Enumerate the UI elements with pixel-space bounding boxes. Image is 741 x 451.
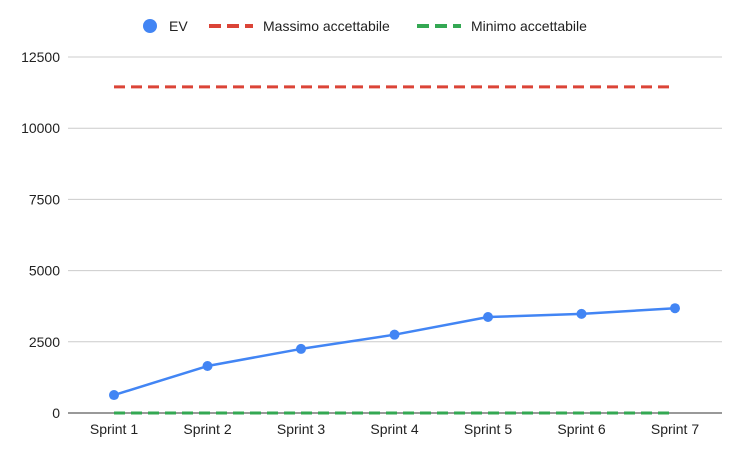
gridlines [68, 56, 722, 343]
series-line [113, 306, 676, 397]
y-tick-label: 12500 [21, 49, 60, 65]
y-tick-label: 7500 [29, 191, 60, 207]
series-ev [109, 303, 680, 401]
legend-item: Minimo accettabile [417, 18, 587, 34]
data-point [296, 343, 306, 354]
x-tick-label: Sprint 6 [557, 421, 605, 437]
x-tick-label: Sprint 1 [90, 421, 138, 437]
y-tick-label: 0 [52, 405, 60, 421]
x-tick-label: Sprint 7 [651, 421, 699, 437]
legend-item: Massimo accettabile [209, 18, 390, 34]
y-axis: 0 2500 5000 7500 10000 12500 [21, 49, 60, 421]
data-point [109, 390, 119, 401]
legend-label: EV [169, 18, 188, 34]
legend-swatch [143, 19, 157, 33]
x-axis: Sprint 1 Sprint 2 Sprint 3 Sprint 4 Sprint 5… [68, 412, 722, 437]
y-tick-label: 5000 [29, 263, 60, 279]
x-tick-label: Sprint 3 [277, 421, 325, 437]
legend-label: Minimo accettabile [471, 18, 587, 34]
y-tick-label: 2500 [29, 334, 60, 350]
legend-label: Massimo accettabile [263, 18, 390, 34]
x-tick-label: Sprint 2 [183, 421, 231, 437]
data-point [670, 303, 680, 314]
legend: EV Massimo accettabile Minimo accettabile [143, 18, 587, 34]
x-tick-label: Sprint 4 [370, 421, 418, 437]
data-point [483, 312, 493, 323]
data-point [389, 329, 400, 340]
data-point [576, 308, 587, 319]
data-point [202, 361, 213, 372]
legend-item: EV [143, 18, 188, 34]
y-tick-label: 10000 [21, 120, 60, 136]
x-tick-label: Sprint 5 [464, 421, 512, 437]
plot-area [109, 85, 680, 415]
